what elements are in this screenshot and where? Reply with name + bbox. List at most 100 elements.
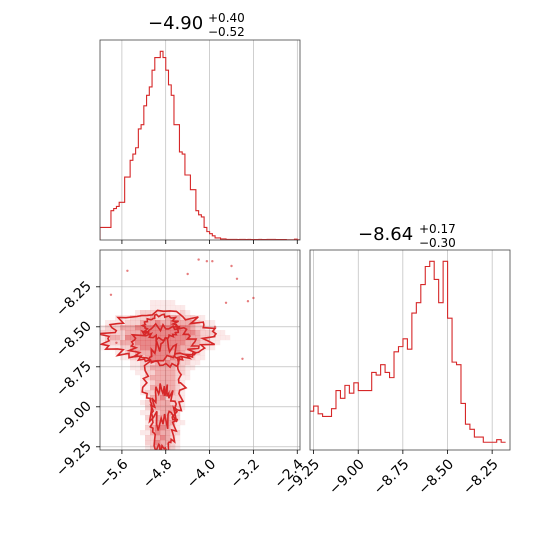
histogram-param2-bin — [416, 303, 420, 450]
contour-density-cell — [105, 320, 111, 326]
histogram-param2-bin — [457, 365, 461, 450]
contour-density-cell — [125, 335, 131, 341]
contour-density-cell — [125, 355, 131, 361]
contour-density-cell — [185, 310, 191, 316]
contour-density-cell — [125, 320, 131, 326]
contour-density-cell — [150, 300, 156, 306]
histogram-param1-bin — [152, 70, 155, 240]
contour-density-cell — [130, 320, 136, 326]
contour-ytick-label: −8.25 — [53, 278, 95, 320]
contour-density-cell — [125, 325, 131, 331]
contour-outlier-point — [252, 296, 255, 300]
contour-density-cell — [135, 320, 141, 326]
contour-density-cell — [130, 360, 136, 366]
contour-density-cell — [165, 445, 171, 450]
contour-density-cell — [120, 340, 126, 346]
contour-density-cell — [140, 345, 146, 351]
contour-density-cell — [145, 420, 151, 426]
contour-density-cell — [175, 410, 181, 416]
contour-density-cell — [165, 405, 171, 411]
contour-density-cell — [160, 310, 166, 316]
contour-density-cell — [140, 370, 146, 376]
contour-density-cell — [165, 375, 171, 381]
histogram-param1-bin — [155, 58, 158, 240]
contour-density-cell — [190, 365, 196, 371]
contour-density-cell — [210, 345, 216, 351]
contour-density-cell — [165, 400, 171, 406]
contour-density-cell — [145, 310, 151, 316]
contour-density-cell — [120, 325, 126, 331]
histogram-param2-bin — [425, 266, 429, 450]
contour-density-cell — [170, 300, 176, 306]
contour-density-cell — [160, 355, 166, 361]
contour-density-cell — [155, 350, 161, 356]
histogram-param2-xtick-label: −9.00 — [326, 456, 368, 498]
contour-density-cell — [200, 315, 206, 321]
histogram-param2-ticks: −9.25 −9.00 −8.75 −8.50 −8.25 — [282, 450, 502, 498]
contour-density-cell — [180, 420, 186, 426]
contour-density-cell — [165, 440, 171, 446]
contour-density-cell — [170, 435, 176, 441]
contour-density-cell — [160, 400, 166, 406]
contour-density-cell — [115, 320, 121, 326]
histogram-param2-bin — [318, 414, 322, 450]
contour-density-cell — [195, 325, 201, 331]
contour-density-cell — [170, 305, 176, 311]
histogram-param2-bin — [407, 349, 411, 450]
contour-density-cell — [175, 380, 181, 386]
contour-density-cell — [130, 350, 136, 356]
contour-ytick-label: −9.25 — [53, 438, 95, 480]
contour-density-cell — [160, 440, 166, 446]
contour-density-cell — [135, 370, 141, 376]
contour-density-cell — [165, 430, 171, 436]
title-param1-plus: +0.40 — [208, 11, 245, 25]
histogram-param2-xtick-label: −8.25 — [460, 456, 502, 498]
contour-outlier-point — [126, 269, 129, 272]
contour-line — [149, 383, 179, 450]
contour-density-cell — [170, 320, 176, 326]
histogram-param2-frame — [309, 249, 511, 451]
contour-density-cell — [160, 315, 166, 321]
contour-density-cell — [175, 335, 181, 341]
contour-density-cell — [145, 315, 151, 321]
contour-outlier-point — [115, 341, 118, 344]
contour-density-cell — [170, 340, 176, 346]
contour-density-cell — [170, 440, 176, 446]
contour-density-cell — [195, 355, 201, 361]
contour-density-cell — [175, 425, 181, 431]
contour-density-cell — [165, 355, 171, 361]
contour-density-cell — [185, 340, 191, 346]
histogram-param2-bin — [497, 440, 501, 450]
histogram-param1-bin — [160, 51, 163, 240]
contour-density-cell — [155, 305, 161, 311]
histogram-param1-bin — [119, 202, 122, 240]
contour-density-cell — [185, 335, 191, 341]
histogram-param2-bin — [314, 406, 318, 450]
contour-outlier-point — [235, 277, 239, 280]
histogram-param1-bin — [166, 70, 169, 240]
contour-density-cell — [195, 345, 201, 351]
contour-density-cell — [180, 320, 186, 326]
contour-density-cell — [170, 445, 176, 450]
contour-density-cell — [120, 355, 126, 361]
contour-density-cell — [170, 385, 176, 391]
contour-outlier-point — [109, 293, 113, 296]
histogram-param1-bin — [122, 202, 125, 240]
contour-density-cell — [190, 345, 196, 351]
contour-density-cell — [120, 335, 126, 341]
contour-density-cell — [145, 390, 151, 396]
contour-density-cell — [160, 365, 166, 371]
contour-density-cell — [170, 400, 176, 406]
contour-density-cell — [180, 405, 186, 411]
contour-outlier-point — [197, 258, 200, 261]
contour-density-cell — [140, 400, 146, 406]
histogram-param1-bin — [136, 148, 139, 240]
contour-density-cell — [180, 335, 186, 341]
contour-density-cell — [145, 340, 151, 346]
histogram-param2-bin — [349, 393, 353, 450]
histogram-param1-bin — [185, 175, 188, 240]
contour-density-cell — [115, 345, 121, 351]
contour-density-cell — [185, 360, 191, 366]
contour-density-cell — [145, 405, 151, 411]
contour-density-cell — [160, 410, 166, 416]
